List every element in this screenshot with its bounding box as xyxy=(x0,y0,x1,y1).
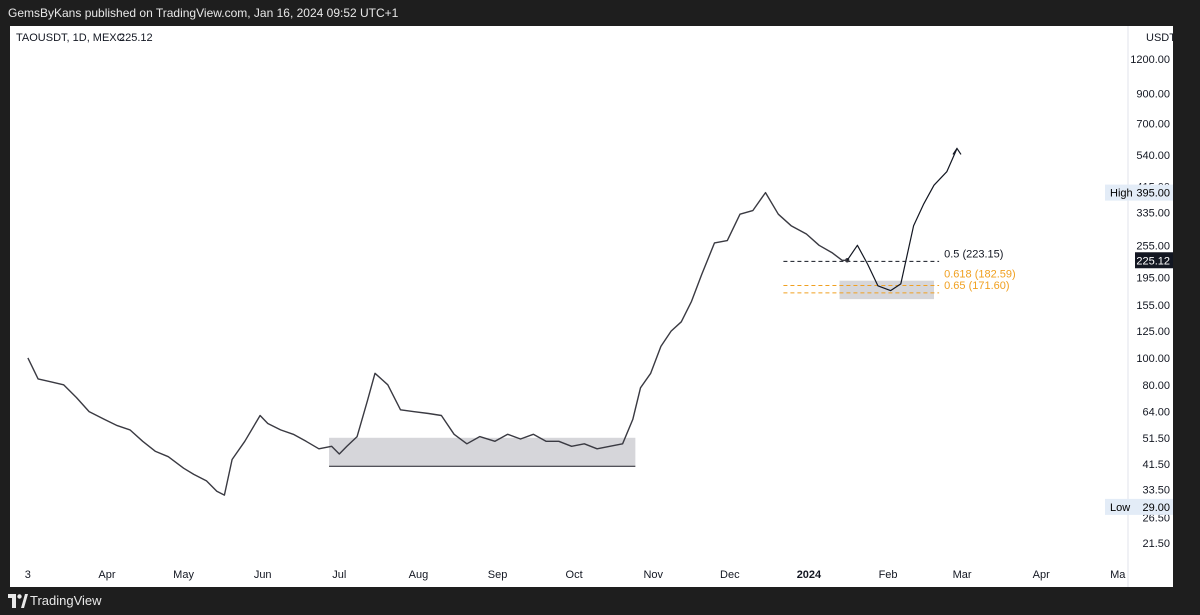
fib-level-label: 0.5 (223.15) xyxy=(944,248,1003,260)
publisher-bar: GemsByKans published on TradingView.com,… xyxy=(0,0,1200,26)
price-tick-label: 51.50 xyxy=(1142,433,1170,445)
axis-currency: USDT xyxy=(1146,32,1173,44)
time-tick-label: 2024 xyxy=(797,569,822,581)
last-price-tag-bg xyxy=(1135,252,1173,269)
price-tick-label: 195.00 xyxy=(1136,273,1170,285)
time-tick-label: Feb xyxy=(879,569,898,581)
low-marker-value: 29.00 xyxy=(1142,502,1170,514)
footer-bar: TradingView xyxy=(0,589,1200,615)
time-tick-label: Dec xyxy=(720,569,740,581)
price-tick-label: 26.50 xyxy=(1142,513,1170,525)
time-tick-label: Oct xyxy=(566,569,583,581)
high-tag-bg xyxy=(1105,184,1173,201)
time-tick-label: Aug xyxy=(409,569,429,581)
publisher-line: GemsByKans published on TradingView.com,… xyxy=(8,6,399,20)
price-line xyxy=(27,191,848,496)
price-tick-label: 1200.00 xyxy=(1130,54,1170,66)
symbol-last-price: 225.12 xyxy=(119,32,153,44)
projection-path xyxy=(846,148,958,292)
projection-arrow-icon xyxy=(952,147,962,155)
time-tick-label: Jun xyxy=(254,569,272,581)
time-tick-label: Sep xyxy=(488,569,508,581)
price-tick-label: 335.00 xyxy=(1136,207,1170,219)
time-tick-label: Jul xyxy=(332,569,346,581)
price-tick-label: 125.00 xyxy=(1136,326,1170,338)
low-tag-bg xyxy=(1105,498,1173,515)
time-tick-label: Mar xyxy=(953,569,972,581)
price-tick-label: 41.50 xyxy=(1142,459,1170,471)
price-chart[interactable]: 0.5 (223.15) 0.618 (182.59)0.65 (171.60) T… xyxy=(10,26,1173,587)
price-tick-label: 64.00 xyxy=(1142,407,1170,419)
price-tick-label: 900.00 xyxy=(1136,88,1170,100)
low-marker-label: Low xyxy=(1110,502,1130,514)
footer-brand: TradingView xyxy=(30,593,102,608)
price-tick-label: 700.00 xyxy=(1136,119,1170,131)
symbol-title: TAOUSDT, 1D, MEXC xyxy=(16,32,125,44)
price-tick-label: 33.50 xyxy=(1142,485,1170,497)
time-tick-label: Apr xyxy=(98,569,115,581)
demand-zone xyxy=(839,280,935,300)
chart-frame: 0.5 (223.15) 0.618 (182.59) 0.65 (171.60) T… xyxy=(10,26,1173,587)
price-tick-label: 255.00 xyxy=(1136,240,1170,252)
high-marker-value: 395.00 xyxy=(1136,188,1170,200)
time-tick-label: May xyxy=(173,569,194,581)
demand-zone xyxy=(329,437,636,466)
tradingview-logo-icon xyxy=(8,594,28,608)
high-marker-label: High xyxy=(1110,188,1133,200)
price-tick-label: 100.00 xyxy=(1136,353,1170,365)
price-tick-label: 540.00 xyxy=(1136,150,1170,162)
time-tick-label: 3 xyxy=(25,569,31,581)
time-tick-label: Apr xyxy=(1033,569,1050,581)
price-tick-label: 155.00 xyxy=(1136,300,1170,312)
price-tick-label: 21.50 xyxy=(1142,538,1170,550)
price-tick-label: 80.00 xyxy=(1142,380,1170,392)
fib-level-label: 0.618 (182.59) xyxy=(944,268,1016,280)
time-tick-label: Ma xyxy=(1110,569,1126,581)
time-tick-label: Nov xyxy=(643,569,663,581)
last-price-tag: 225.12 xyxy=(1136,255,1170,267)
fib-level-label: 0.65 (171.60) xyxy=(944,280,1009,292)
